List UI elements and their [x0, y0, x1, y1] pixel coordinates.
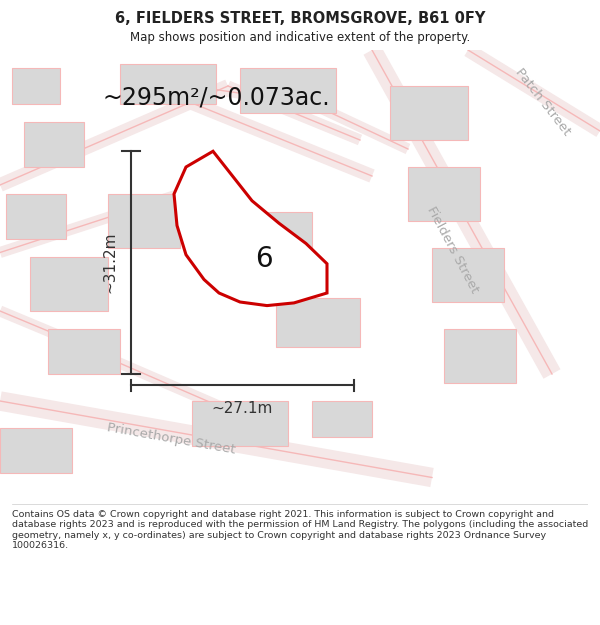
Polygon shape: [12, 68, 60, 104]
Polygon shape: [24, 122, 84, 167]
Polygon shape: [6, 194, 66, 239]
Polygon shape: [276, 298, 360, 347]
Text: ~295m²/~0.073ac.: ~295m²/~0.073ac.: [102, 85, 330, 109]
Text: 6: 6: [255, 245, 273, 273]
Polygon shape: [174, 151, 327, 306]
Text: Fielders Street: Fielders Street: [425, 205, 481, 296]
Polygon shape: [432, 248, 504, 302]
Text: Patch Street: Patch Street: [513, 66, 573, 138]
Polygon shape: [120, 64, 216, 104]
Text: Princethorpe Street: Princethorpe Street: [106, 421, 236, 457]
Text: Map shows position and indicative extent of the property.: Map shows position and indicative extent…: [130, 31, 470, 44]
Text: ~31.2m: ~31.2m: [103, 232, 118, 293]
Polygon shape: [408, 167, 480, 221]
Polygon shape: [390, 86, 468, 140]
Polygon shape: [444, 329, 516, 383]
Text: ~27.1m: ~27.1m: [212, 401, 273, 416]
Polygon shape: [312, 401, 372, 437]
Polygon shape: [192, 401, 288, 446]
Polygon shape: [216, 212, 312, 266]
Polygon shape: [108, 194, 180, 248]
Text: 6, FIELDERS STREET, BROMSGROVE, B61 0FY: 6, FIELDERS STREET, BROMSGROVE, B61 0FY: [115, 11, 485, 26]
Polygon shape: [30, 257, 108, 311]
Text: Contains OS data © Crown copyright and database right 2021. This information is : Contains OS data © Crown copyright and d…: [12, 510, 588, 550]
Polygon shape: [0, 428, 72, 473]
Polygon shape: [240, 68, 336, 113]
Polygon shape: [48, 329, 120, 374]
